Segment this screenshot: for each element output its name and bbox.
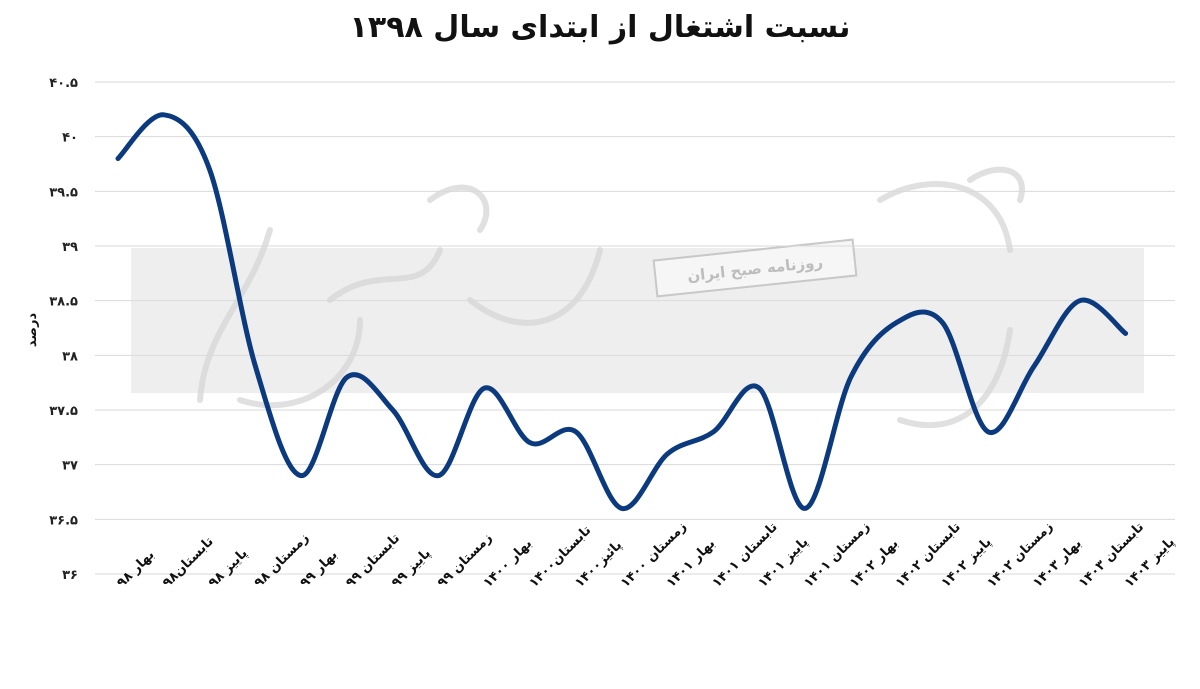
y-tick-label: ۳۹ (62, 240, 78, 255)
y-tick-label: ۳۶ (62, 568, 78, 583)
y-tick-label: ۳۸.۵ (49, 295, 78, 310)
y-axis-ticks: ۳۶ ۳۶.۵ ۳۷ ۳۷.۵ ۳۸ ۳۸.۵ ۳۹ ۳۹.۵ ۴۰ ۴۰.۵ (49, 76, 78, 583)
x-tick-label: بهار ۹۹ (297, 548, 340, 591)
x-tick-label: پاییز ۹۸ (206, 546, 251, 591)
watermark-stamp (652, 238, 858, 298)
y-axis-label: درصد (25, 313, 40, 348)
gridlines (95, 81, 1175, 575)
y-tick-label: ۴۰ (62, 131, 78, 146)
watermark-band (131, 248, 1144, 393)
y-tick-label: ۳۹.۵ (49, 185, 78, 200)
series-line (115, 112, 1129, 511)
y-tick-label: ۴۰.۵ (49, 76, 78, 91)
y-tick-label: ۳۸ (62, 349, 78, 364)
x-tick-label: بهار ۹۸ (114, 548, 157, 591)
y-tick-label: ۳۷.۵ (49, 404, 78, 419)
y-tick-label: ۳۷ (62, 459, 78, 474)
chart-title: نسبت اشتغال از ابتدای سال ۱۳۹۸ (349, 10, 851, 45)
x-tick-label: پاییز ۹۹ (389, 546, 434, 591)
y-tick-label: ۳۶.۵ (49, 513, 78, 528)
watermark: روزنامه صبح ایران (131, 166, 1144, 428)
